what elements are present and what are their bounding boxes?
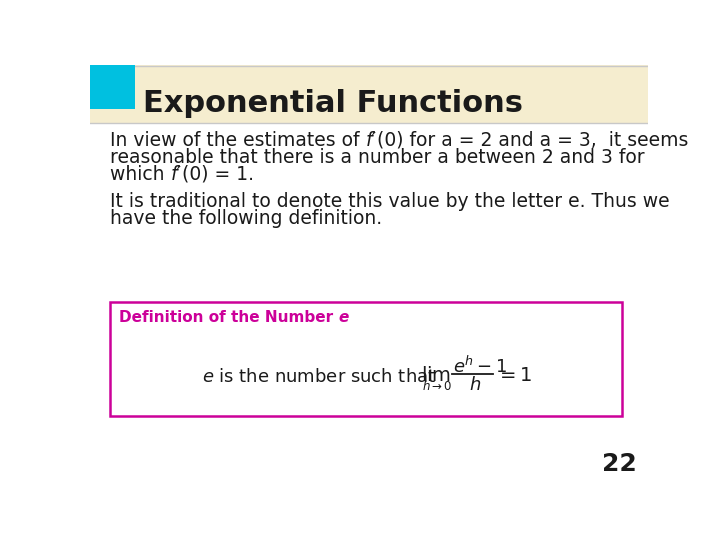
Text: f′: f′ <box>171 165 181 184</box>
Text: which: which <box>110 165 171 184</box>
Text: f′: f′ <box>366 131 377 150</box>
Bar <box>90 65 648 123</box>
Text: reasonable that there is a number a between 2 and 3 for: reasonable that there is a number a betw… <box>110 147 645 166</box>
Text: have the following definition.: have the following definition. <box>110 209 382 228</box>
Text: Exponential Functions: Exponential Functions <box>143 89 523 118</box>
Text: 22: 22 <box>602 453 636 476</box>
Text: Definition of the Number: Definition of the Number <box>120 310 339 325</box>
Text: $\lim$: $\lim$ <box>421 366 451 385</box>
Text: $e^{h} - 1$: $e^{h} - 1$ <box>453 356 507 377</box>
Text: (0) for a = 2 and a = 3,  it seems: (0) for a = 2 and a = 3, it seems <box>377 131 688 150</box>
Bar <box>90 65 135 110</box>
Text: e: e <box>339 310 349 325</box>
Text: In view of the estimates of: In view of the estimates of <box>110 131 366 150</box>
Text: $h \to 0$: $h \to 0$ <box>422 379 452 393</box>
Text: $h$: $h$ <box>469 376 481 394</box>
Text: (0) = 1.: (0) = 1. <box>181 165 253 184</box>
Text: $e$ is the number such that: $e$ is the number such that <box>202 368 436 386</box>
Text: $= 1$: $= 1$ <box>496 366 533 385</box>
Text: It is traditional to denote this value by the letter e. Thus we: It is traditional to denote this value b… <box>110 192 670 211</box>
Bar <box>110 302 621 416</box>
